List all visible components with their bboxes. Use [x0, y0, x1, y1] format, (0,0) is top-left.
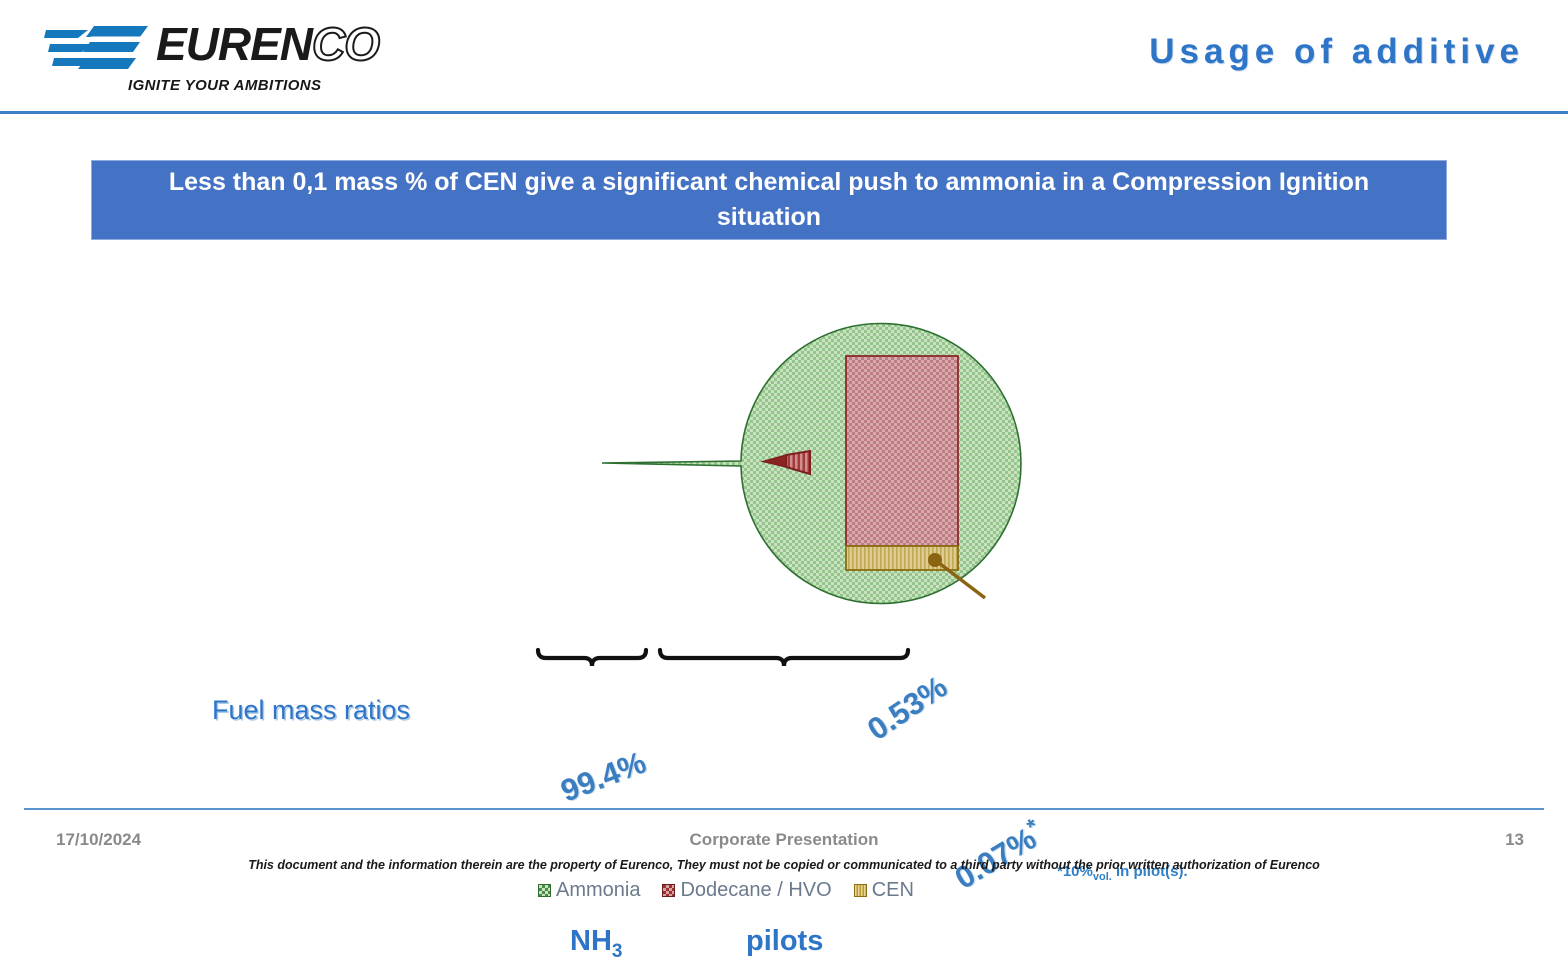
footer-divider: [24, 808, 1544, 810]
legend-item-dodecane: Dodecane / HVO: [662, 879, 832, 902]
legend-swatch-green-icon: [538, 884, 551, 897]
footnote-suffix: in pilot(s).: [1111, 863, 1188, 880]
footnote-subscript: vol.: [1092, 871, 1112, 883]
chart-footnote: *10%vol. in pilot(s).: [1057, 863, 1188, 883]
wordmark-bold: EUREN: [156, 18, 313, 70]
banner-text: Less than 0,1 mass % of CEN give a signi…: [168, 168, 1370, 231]
logo-tagline: IGNITE YOUR AMBITIONS: [128, 77, 322, 94]
footer-page-number: 13: [1505, 830, 1524, 849]
footer-title: Corporate Presentation: [689, 830, 879, 849]
chart-graphics: [535, 322, 1022, 667]
legend-label-ammonia: Ammonia: [556, 879, 641, 901]
slide-header: EURENCO IGNITE YOUR AMBITIONS Usage of a…: [0, 0, 1568, 114]
legend-swatch-gold-icon: [853, 884, 867, 897]
eurenco-logo: EURENCO IGNITE YOUR AMBITIONS: [44, 17, 424, 94]
group-label-nh3-subscript: 3: [611, 940, 623, 962]
footer-disclaimer: This document and the information therei…: [248, 858, 1320, 872]
chart-legend: Ammonia Dodecane / HVO CEN: [538, 879, 914, 902]
group-label-pilots: pilots: [746, 925, 824, 957]
eurenco-chevron-logo-icon: [44, 26, 148, 69]
legend-swatch-darkred-icon: [662, 884, 676, 897]
group-label-nh3-text: NH: [570, 925, 612, 957]
group-label-nh3: NH3: [570, 925, 622, 963]
fuel-mass-ratio-chart: Fuel mass ratios 99.4% 0.53% 0.07%* *10%…: [0, 255, 1568, 962]
bar-segment-dodecane: [845, 355, 959, 547]
header-divider: [0, 111, 1568, 114]
page-title: Usage of additive: [1149, 32, 1524, 71]
legend-label-dodecane: Dodecane / HVO: [680, 879, 832, 901]
cen-callout-leader: [928, 553, 987, 600]
footer-date: 17/10/2024: [56, 830, 142, 849]
key-message-banner: Less than 0,1 mass % of CEN give a signi…: [91, 160, 1447, 240]
legend-label-cen: CEN: [871, 879, 914, 901]
eurenco-wordmark: EURENCO: [156, 17, 381, 71]
legend-item-cen: CEN: [853, 879, 914, 902]
pie-slice-pilots-exploded: [760, 449, 811, 476]
footnote-prefix: *10%: [1057, 863, 1093, 880]
brace-pilots-path: [657, 647, 911, 667]
brace-nh3-path: [535, 647, 649, 667]
wordmark-outline: CO: [311, 17, 381, 71]
legend-item-ammonia: Ammonia: [538, 879, 640, 902]
chart-caption: Fuel mass ratios: [212, 695, 411, 725]
breakout-bar: [845, 355, 959, 571]
